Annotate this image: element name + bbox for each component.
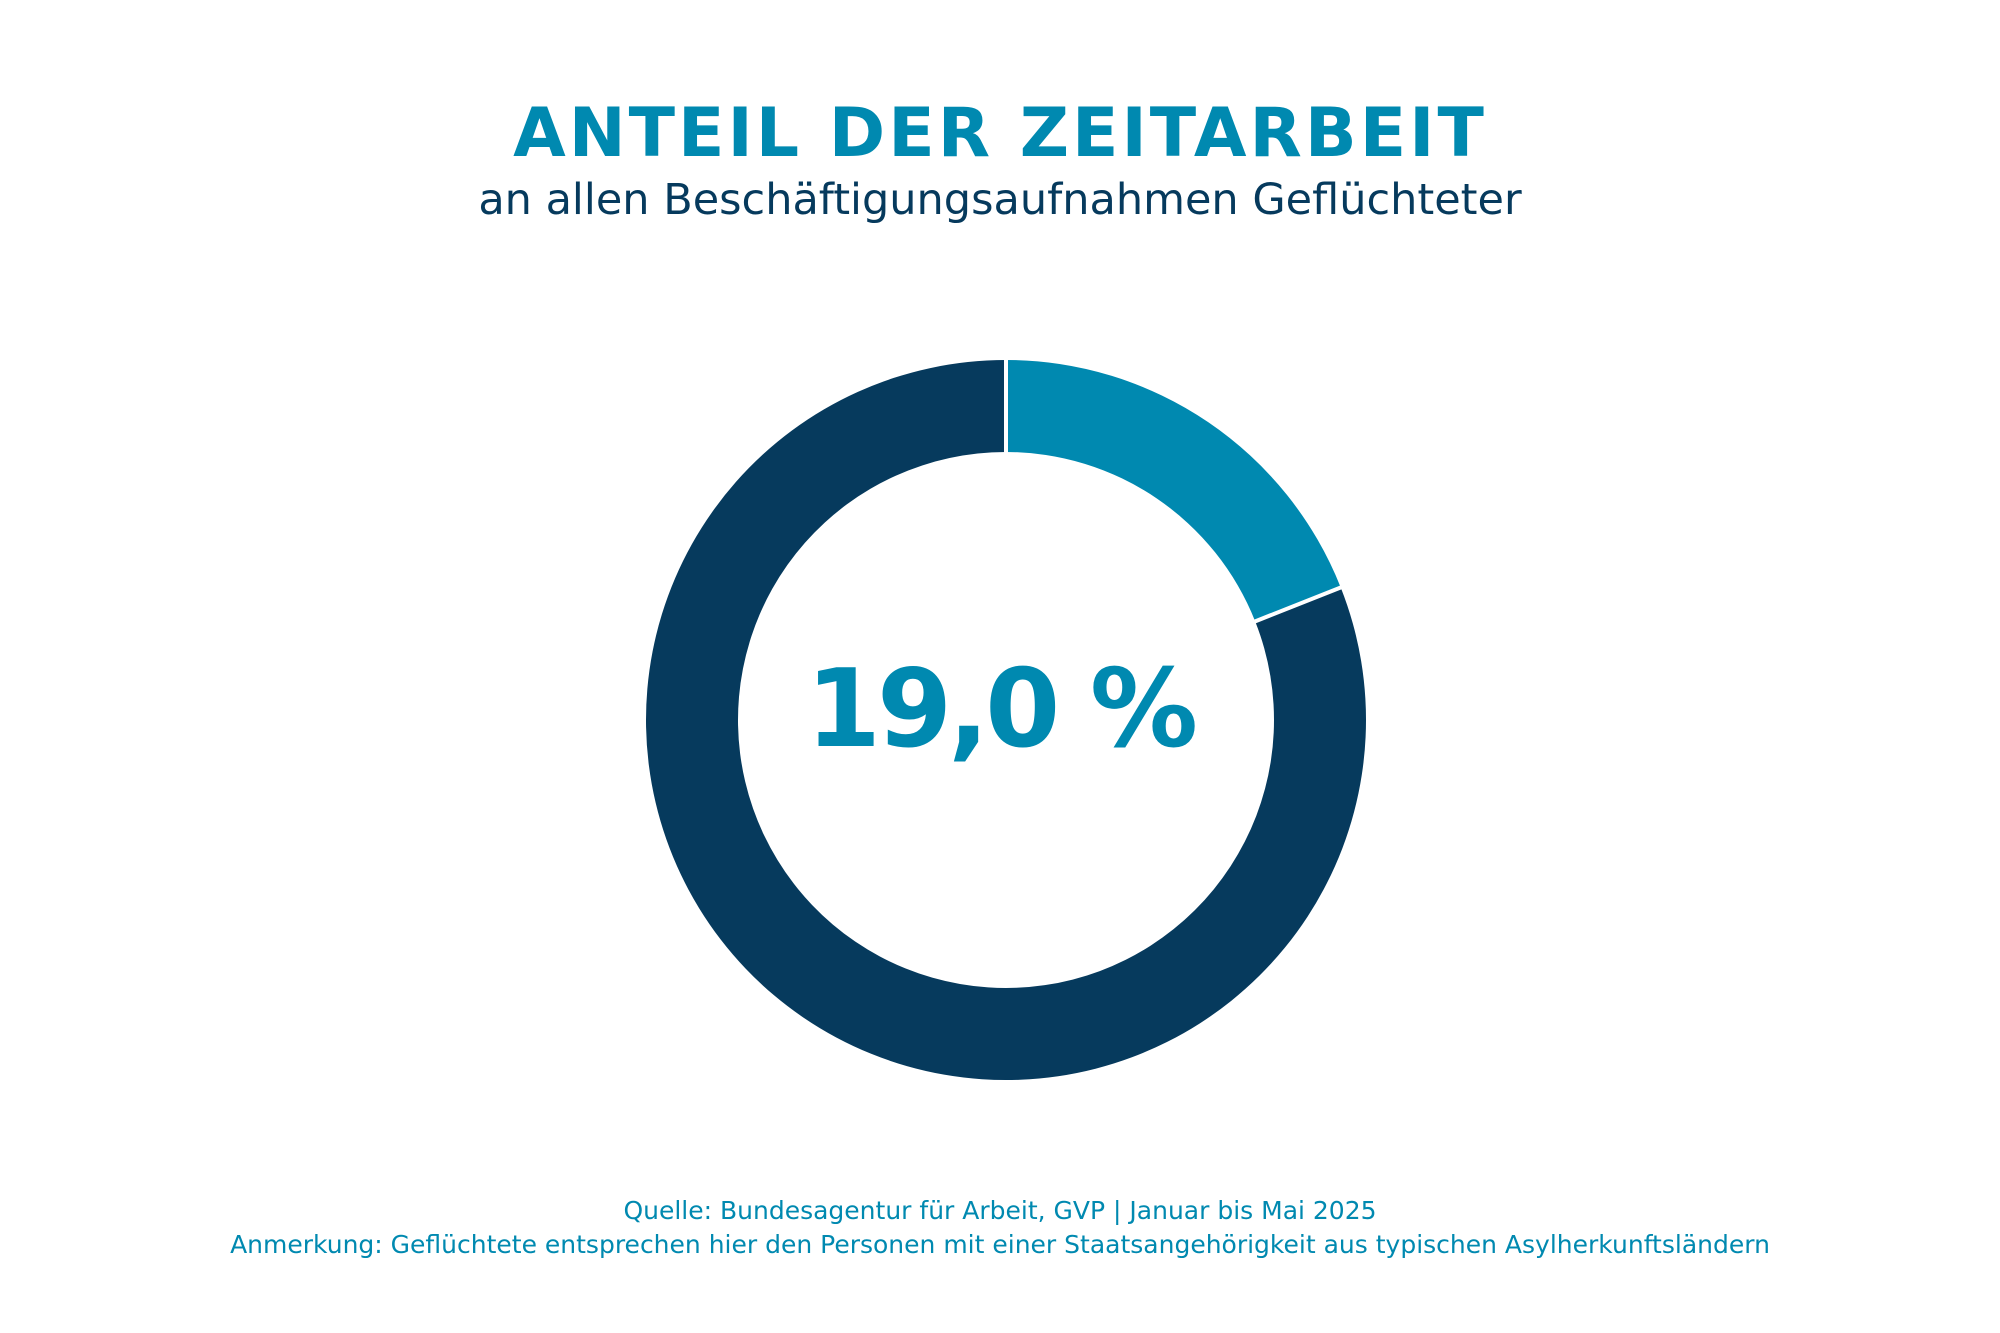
chart-subtitle: an allen Beschäftigungsaufnahmen Geflüch…	[478, 175, 1522, 225]
donut-slice-zeitarbeit	[1006, 360, 1341, 622]
source-note: Quelle: Bundesagentur für Arbeit, GVP | …	[623, 1196, 1377, 1225]
slice-separator-1	[1252, 584, 1344, 624]
chart-title: ANTEIL DER ZEITARBEIT	[513, 94, 1487, 173]
footnote: Anmerkung: Geflüchtete entsprechen hier …	[230, 1230, 1770, 1259]
center-value-label: 19,0 %	[805, 647, 1198, 772]
